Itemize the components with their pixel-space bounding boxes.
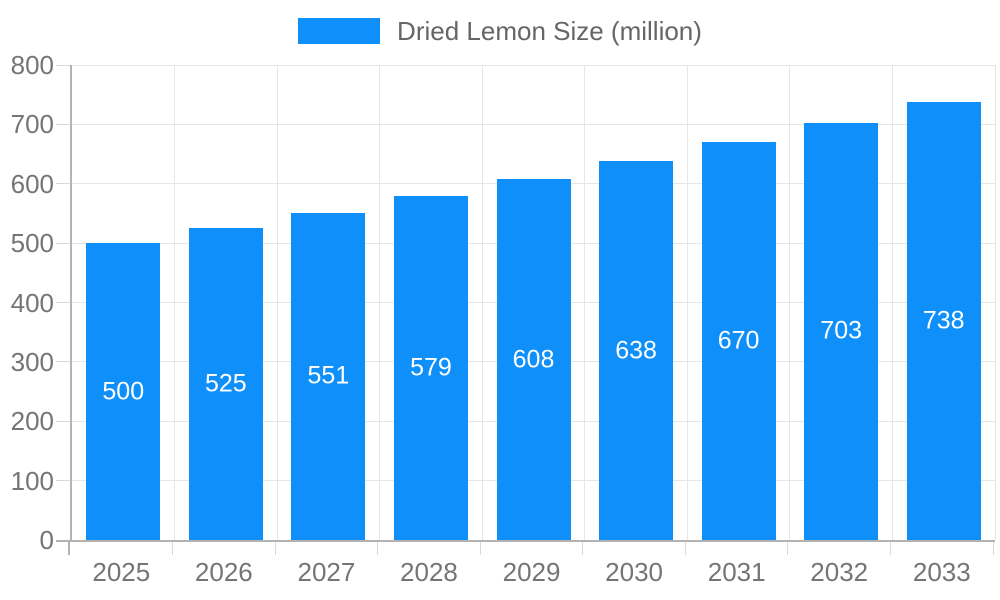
y-axis-tick-label: 800 bbox=[10, 50, 54, 80]
y-tick-mark bbox=[56, 480, 70, 482]
plot-area: 500 525 551 579 608 638 670 703 738 bbox=[70, 64, 996, 542]
bar-value-label: 638 bbox=[615, 336, 657, 365]
bar: 579 bbox=[393, 196, 468, 540]
x-axis-labels: 2025 2026 2027 2028 2029 2030 2031 2032 2033 bbox=[70, 555, 993, 589]
bar-value-label: 703 bbox=[820, 316, 863, 345]
v-gridline bbox=[379, 65, 381, 540]
x-tick-mark bbox=[274, 542, 276, 555]
v-gridline bbox=[276, 65, 278, 540]
x-axis-tick-label: 2027 bbox=[297, 557, 356, 587]
bar: 525 bbox=[188, 228, 263, 540]
bar: 551 bbox=[291, 212, 366, 540]
x-tick-mark bbox=[787, 542, 789, 555]
bar: 738 bbox=[906, 101, 981, 540]
h-gridline bbox=[72, 64, 995, 66]
bar: 608 bbox=[496, 179, 571, 540]
v-gridline bbox=[789, 65, 791, 540]
y-axis-tick-label: 100 bbox=[10, 465, 54, 496]
y-axis-tick-label: 700 bbox=[10, 109, 54, 140]
bar: 638 bbox=[599, 161, 674, 540]
x-tick-mark bbox=[889, 542, 891, 555]
bar-value-label: 500 bbox=[102, 377, 145, 406]
y-tick-mark bbox=[56, 420, 70, 422]
y-axis-tick-label: 400 bbox=[10, 287, 54, 318]
x-axis-tick-label: 2026 bbox=[194, 557, 253, 587]
x-axis-tick-label: 2032 bbox=[810, 557, 869, 587]
x-tick-mark bbox=[68, 542, 70, 555]
v-gridline bbox=[686, 65, 688, 540]
bar: 703 bbox=[804, 122, 879, 540]
bar-value-label: 738 bbox=[922, 306, 965, 335]
h-gridline bbox=[72, 123, 995, 125]
legend-label: Dried Lemon Size (million) bbox=[397, 16, 702, 46]
x-tick-mark bbox=[479, 542, 481, 555]
x-axis-tick-label: 2028 bbox=[400, 557, 458, 587]
y-tick-mark bbox=[56, 361, 70, 363]
v-gridline bbox=[584, 65, 586, 540]
legend-swatch bbox=[298, 18, 381, 44]
x-tick-mark bbox=[377, 542, 379, 555]
v-gridline bbox=[174, 65, 176, 540]
bar-value-label: 608 bbox=[512, 345, 555, 373]
y-axis-tick-label: 500 bbox=[10, 228, 54, 259]
x-tick-mark bbox=[992, 542, 994, 555]
bar-value-label: 670 bbox=[717, 326, 760, 355]
y-axis-tick-label: 300 bbox=[10, 346, 54, 377]
y-tick-mark bbox=[56, 64, 70, 66]
y-tick-mark bbox=[56, 242, 70, 244]
x-axis-tick-label: 2030 bbox=[605, 557, 664, 587]
bar: 500 bbox=[86, 243, 161, 540]
x-axis-tick-label: 2031 bbox=[707, 557, 766, 587]
x-axis-tick-label: 2029 bbox=[502, 557, 561, 587]
x-axis-tick-label: 2025 bbox=[92, 557, 151, 587]
x-tick-mark bbox=[684, 542, 686, 555]
y-tick-mark bbox=[56, 183, 70, 185]
x-axis-tick-label: 2033 bbox=[912, 557, 971, 587]
y-axis-tick-label: 600 bbox=[10, 168, 54, 199]
legend[interactable]: Dried Lemon Size (million) bbox=[0, 15, 1000, 47]
x-tick-mark bbox=[582, 542, 584, 555]
bar-value-label: 525 bbox=[204, 369, 247, 398]
y-tick-mark bbox=[56, 123, 70, 125]
v-gridline bbox=[481, 65, 483, 540]
bar-value-label: 579 bbox=[410, 353, 452, 382]
y-axis-tick-label: 0 bbox=[39, 525, 54, 555]
y-tick-mark bbox=[56, 302, 70, 303]
y-tick-mark bbox=[56, 540, 70, 542]
v-gridline bbox=[994, 65, 996, 540]
bar: 670 bbox=[701, 142, 776, 540]
v-gridline bbox=[891, 65, 893, 540]
bar-value-label: 551 bbox=[307, 361, 350, 390]
y-axis-tick-label: 200 bbox=[10, 406, 54, 437]
x-tick-mark bbox=[172, 542, 174, 555]
